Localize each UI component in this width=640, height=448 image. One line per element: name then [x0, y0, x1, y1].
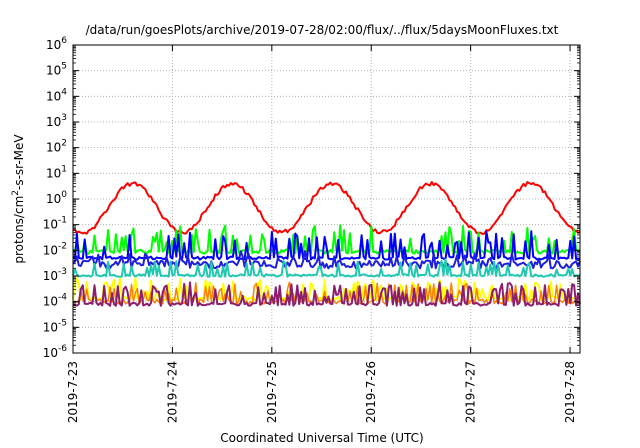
flux-series-line [72, 281, 581, 307]
y-tick-exponent: 1 [61, 164, 67, 174]
y-axis-label-sup: 2 [11, 190, 21, 196]
x-axis-label: Coordinated Universal Time (UTC) [220, 431, 423, 445]
y-tick-base: 10 [43, 218, 58, 232]
y-tick-label: 10-5 [43, 318, 67, 334]
y-tick-exponent: 3 [61, 113, 67, 123]
y-tick-exponent: 2 [61, 139, 67, 149]
y-tick-label: 10-4 [43, 293, 68, 309]
flux-series-line [72, 258, 581, 278]
y-tick-label: 10-1 [43, 216, 67, 232]
y-tick-base: 10 [43, 346, 58, 360]
x-tick-label: 2019-7-28 [563, 361, 577, 423]
y-tick-base: 10 [46, 64, 61, 78]
y-tick-base: 10 [43, 243, 58, 257]
y-tick-label: 104 [46, 87, 67, 103]
y-tick-base: 10 [46, 141, 61, 155]
y-tick-label: 100 [46, 190, 67, 206]
series-lines [72, 181, 581, 307]
y-axis-label-base: protons/cm [12, 196, 26, 264]
y-tick-label: 10-2 [43, 241, 67, 257]
y-tick-exponent: 4 [61, 87, 67, 97]
y-tick-base: 10 [43, 295, 58, 309]
x-tick-label: 2019-7-23 [66, 361, 80, 423]
y-tick-exponent: 6 [61, 36, 67, 46]
flux-series-line [72, 181, 581, 235]
y-tick-base: 10 [43, 269, 58, 283]
y-tick-exponent: -2 [58, 241, 67, 251]
y-axis-label-rest: -s-sr-MeV [12, 134, 26, 190]
y-tick-base: 10 [46, 38, 61, 52]
flux-series-line [72, 230, 581, 261]
y-tick-base: 10 [43, 320, 58, 334]
y-tick-exponent: -3 [58, 267, 67, 277]
y-tick-base: 10 [46, 89, 61, 103]
y-tick-base: 10 [46, 115, 61, 129]
y-axis-label: protons/cm2-s-sr-MeV [11, 134, 26, 264]
y-tick-label: 106 [46, 36, 67, 52]
y-tick-exponent: 5 [61, 62, 67, 72]
y-tick-exponent: -1 [58, 216, 67, 226]
y-tick-labels: 10610510410310210110010-110-210-310-410-… [43, 36, 68, 360]
x-tick-label: 2019-7-25 [265, 361, 279, 423]
y-tick-label: 102 [46, 139, 67, 155]
y-tick-label: 105 [46, 62, 67, 78]
grid-lines [73, 45, 580, 353]
y-tick-label: 101 [46, 164, 67, 180]
y-tick-label: 10-6 [43, 344, 68, 360]
y-tick-base: 10 [46, 192, 61, 206]
x-tick-label: 2019-7-24 [165, 361, 179, 423]
y-tick-exponent: -5 [58, 318, 67, 328]
y-tick-exponent: 0 [61, 190, 67, 200]
plot-area-border [72, 44, 581, 354]
y-tick-exponent: -6 [58, 344, 67, 354]
chart-title: /data/run/goesPlots/archive/2019-07-28/0… [86, 23, 559, 37]
y-tick-label: 10-3 [43, 267, 67, 283]
x-tick-label: 2019-7-27 [464, 361, 478, 423]
y-tick-exponent: -4 [58, 293, 67, 303]
y-tick-label: 103 [46, 113, 67, 129]
x-tick-label: 2019-7-26 [364, 361, 378, 423]
y-tick-base: 10 [46, 166, 61, 180]
x-tick-labels: 2019-7-23 2019-7-24 2019-7-25 2019-7-26 2019… [66, 361, 577, 423]
